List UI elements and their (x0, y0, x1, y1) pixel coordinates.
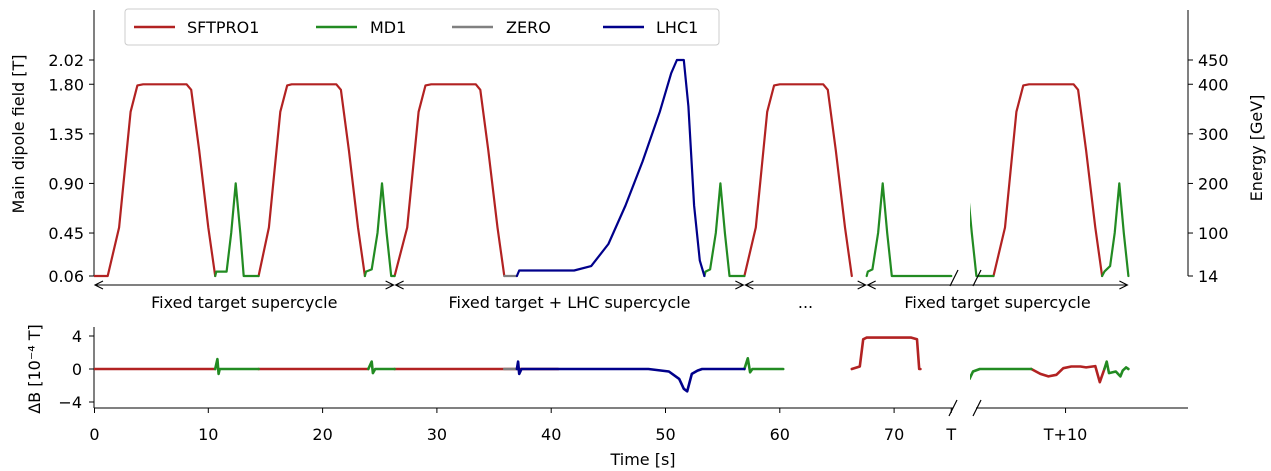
annotation-label-3: Fixed target supercycle (904, 293, 1090, 312)
annotation-0: Fixed target supercycle (93, 280, 395, 312)
bottom-ylabel: ΔB [10⁻⁴ T] (25, 324, 44, 414)
top-line-sftpro1-3 (743, 83, 853, 278)
top-axis-break-marks (949, 269, 982, 287)
top-line-md1-3 (865, 182, 953, 278)
top-line-md1-0 (214, 182, 260, 278)
legend-label-lhc1: LHC1 (656, 18, 698, 37)
annotation-arrowhead-right-1 (735, 280, 745, 290)
annotation-arrowhead-right-3 (1119, 280, 1129, 290)
annotation-arrowhead-right-2 (857, 280, 867, 290)
bottom-line-sftpro1-3 (850, 336, 922, 371)
annotation-1: Fixed target + LHC supercycle (394, 280, 745, 312)
top-ytick-right-label-4: 400 (1198, 75, 1229, 94)
top-line-sftpro1-0 (94, 83, 217, 278)
legend-item-zero: ZERO (452, 18, 551, 37)
bottom-xtick-label-6: 60 (770, 425, 790, 444)
annotation-label-0: Fixed target supercycle (151, 293, 337, 312)
bottom-line-md1-4 (1103, 360, 1130, 378)
bottom-xtick-label-8: T (945, 425, 956, 444)
top-ytick-label-2: 0.90 (48, 174, 84, 193)
bottom-xtick-label-2: 20 (312, 425, 332, 444)
bottom-xticks: 0 10 20 30 40 50 60 70 T T+10 (89, 408, 1087, 444)
bottom-xtick-label-5: 50 (655, 425, 675, 444)
top-series-group-left (94, 58, 953, 278)
annotation-arrowhead-left-0 (93, 280, 104, 290)
bottom-line-lhc1-0 (515, 360, 746, 393)
bottom-line-md1-3 (970, 367, 1033, 381)
top-line-md1-4 (970, 202, 995, 278)
annotation-label-1: Fixed target + LHC supercycle (448, 293, 690, 312)
top-line-lhc1-0 (515, 58, 706, 278)
legend-item-md1: MD1 (316, 18, 406, 37)
legend-frame (124, 8, 720, 46)
break-mark-bottom-1 (948, 399, 958, 417)
top-ytick-label-5: 2.02 (48, 51, 84, 70)
top-ytick-right-label-1: 100 (1198, 224, 1229, 243)
top-panel: 0.06 0.45 0.90 1.35 1.80 2.02 14 100 200 300 400 4… (9, 10, 1266, 312)
top-ytick-label-3: 1.35 (48, 125, 84, 144)
supercycle-annotations: Fixed target supercycle Fixed target + LH… (93, 280, 1129, 312)
legend: SFTPRO1 MD1 ZERO LHC1 (124, 8, 720, 46)
top-ytick-right-label-5: 450 (1198, 51, 1229, 70)
bottom-panel: −4 0 4 0 10 20 30 40 50 60 70 T T+10 ΔB [10⁻⁴ T] Ti… (25, 324, 1188, 469)
annotation-arrowhead-right-0 (385, 280, 395, 290)
bottom-xtick-label-9: T+10 (1043, 425, 1088, 444)
bottom-line-md1-2 (743, 356, 785, 374)
bottom-xlabel: Time [s] (609, 450, 675, 469)
annotation-2: ... (744, 280, 867, 312)
bottom-xtick-label-1: 10 (198, 425, 218, 444)
top-line-md1-1 (363, 182, 396, 278)
top-ytick-right-label-3: 300 (1198, 125, 1229, 144)
bottom-yticks: −4 0 4 (58, 327, 94, 412)
top-line-sftpro1-1 (257, 83, 366, 278)
bottom-ytick-label-0: −4 (58, 393, 82, 412)
bottom-xtick-label-4: 40 (541, 425, 561, 444)
top-series-group-right (970, 83, 1130, 278)
top-ylabel-right: Energy [GeV] (1247, 95, 1266, 202)
top-line-md1-2 (703, 182, 746, 278)
legend-item-lhc1: LHC1 (603, 18, 698, 37)
bottom-series-group-left (94, 336, 922, 393)
bottom-xtick-label-0: 0 (89, 425, 99, 444)
bottom-series-group-right (970, 360, 1130, 384)
top-ylabel: Main dipole field [T] (9, 54, 28, 213)
annotation-arrowhead-left-3 (866, 280, 876, 290)
legend-label-zero: ZERO (506, 18, 551, 37)
top-ytick-right-label-0: 14 (1198, 267, 1218, 286)
break-mark-bottom-2 (972, 399, 982, 417)
annotation-3: Fixed target supercycle (866, 280, 1129, 312)
annotation-arrowhead-left-1 (394, 280, 404, 290)
legend-label-sftpro1: SFTPRO1 (187, 18, 259, 37)
top-line-md1-5 (1100, 182, 1130, 278)
annotation-arrowhead-left-2 (744, 280, 754, 290)
break-mark-top-1 (949, 269, 959, 287)
bottom-xtick-label-3: 30 (427, 425, 447, 444)
top-yticks-right: 14 100 200 300 400 450 (1188, 51, 1229, 286)
top-yticks: 0.06 0.45 0.90 1.35 1.80 2.02 (48, 51, 94, 286)
bottom-line-sftpro1-4 (1030, 364, 1106, 384)
top-ytick-label-4: 1.80 (48, 75, 84, 94)
top-ytick-label-1: 0.45 (48, 224, 84, 243)
top-ytick-label-0: 0.06 (48, 267, 84, 286)
break-mark-top-2 (972, 269, 982, 287)
legend-item-sftpro1: SFTPRO1 (134, 18, 259, 37)
bottom-xtick-label-7: 70 (884, 425, 904, 444)
bottom-ytick-label-2: 4 (72, 327, 82, 346)
top-ytick-right-label-2: 200 (1198, 174, 1229, 193)
bottom-line-md1-0 (213, 357, 260, 376)
top-line-sftpro1-4 (992, 83, 1104, 278)
top-line-sftpro1-2 (393, 83, 506, 278)
bottom-line-md1-1 (366, 360, 396, 375)
legend-label-md1: MD1 (370, 18, 406, 37)
bottom-ytick-label-1: 0 (72, 360, 82, 379)
annotation-label-2: ... (798, 293, 813, 312)
